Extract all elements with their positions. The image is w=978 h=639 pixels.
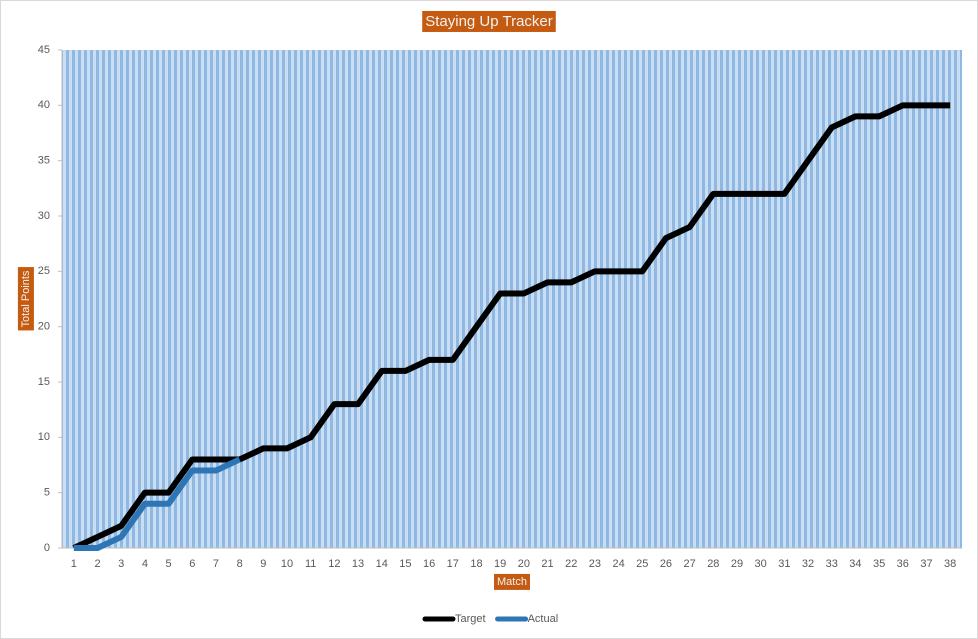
- x-tick-label: 23: [589, 558, 601, 570]
- x-tick-label: 13: [352, 558, 364, 570]
- y-tick-label: 5: [44, 487, 50, 499]
- x-tick-label: 28: [707, 558, 719, 570]
- x-tick-label: 35: [873, 558, 885, 570]
- x-tick-label: 17: [447, 558, 459, 570]
- y-tick-label: 15: [38, 376, 50, 388]
- title-box: [494, 573, 530, 590]
- y-tick-label: 45: [38, 44, 50, 56]
- x-tick-label: 25: [636, 558, 648, 570]
- x-tick-label: 20: [518, 558, 530, 570]
- x-tick-label: 6: [189, 558, 195, 570]
- title-box: [422, 10, 556, 32]
- y-tick-label: 30: [38, 210, 50, 222]
- x-tick-label: 21: [541, 558, 553, 570]
- x-tick-label: 32: [802, 558, 814, 570]
- y-tick-label: 10: [38, 431, 50, 443]
- x-tick-label: 3: [118, 558, 124, 570]
- legend-label: Actual: [528, 613, 559, 625]
- x-tick-label: 16: [423, 558, 435, 570]
- x-tick-label: 8: [237, 558, 243, 570]
- x-tick-label: 18: [470, 558, 482, 570]
- series-line: [72, 102, 951, 551]
- x-tick-label: 33: [826, 558, 838, 570]
- x-tick-label: 9: [260, 558, 266, 570]
- x-tick-label: 22: [565, 558, 577, 570]
- x-tick-label: 38: [944, 558, 956, 570]
- x-tick-label: 2: [94, 558, 100, 570]
- x-tick-label: 36: [897, 558, 909, 570]
- x-tick-label: 5: [166, 558, 172, 570]
- x-tick-label: 15: [399, 558, 411, 570]
- x-tick-label: 19: [494, 558, 506, 570]
- x-tick-label: 1: [71, 558, 77, 570]
- x-tick-label: 37: [920, 558, 932, 570]
- x-tick-label: 34: [849, 558, 861, 570]
- x-tick-label: 24: [612, 558, 624, 570]
- x-tick-label: 7: [213, 558, 219, 570]
- legend-label: Target: [455, 613, 486, 625]
- x-tick-label: 11: [305, 558, 316, 570]
- plot-area: [62, 50, 962, 548]
- y-tick-label: 40: [38, 99, 50, 111]
- x-tick-label: 31: [778, 558, 790, 570]
- y-tick-label: 0: [44, 542, 50, 554]
- x-tick-label: 14: [376, 558, 388, 570]
- x-tick-label: 30: [755, 558, 767, 570]
- title-box: [17, 267, 34, 331]
- y-tick-label: 20: [38, 321, 50, 333]
- y-axis-title: Total Points: [20, 270, 32, 327]
- y-tick-label: 25: [38, 265, 50, 277]
- series-line: [73, 456, 241, 551]
- x-tick-label: 4: [142, 558, 148, 570]
- x-tick-label: 29: [731, 558, 743, 570]
- x-tick-label: 12: [328, 558, 340, 570]
- chart-title: Staying Up Tracker: [425, 13, 553, 30]
- x-axis-title: Match: [497, 576, 527, 588]
- y-tick-label: 35: [38, 155, 50, 167]
- x-tick-label: 26: [660, 558, 672, 570]
- x-tick-label: 27: [684, 558, 696, 570]
- x-tick-label: 10: [281, 558, 293, 570]
